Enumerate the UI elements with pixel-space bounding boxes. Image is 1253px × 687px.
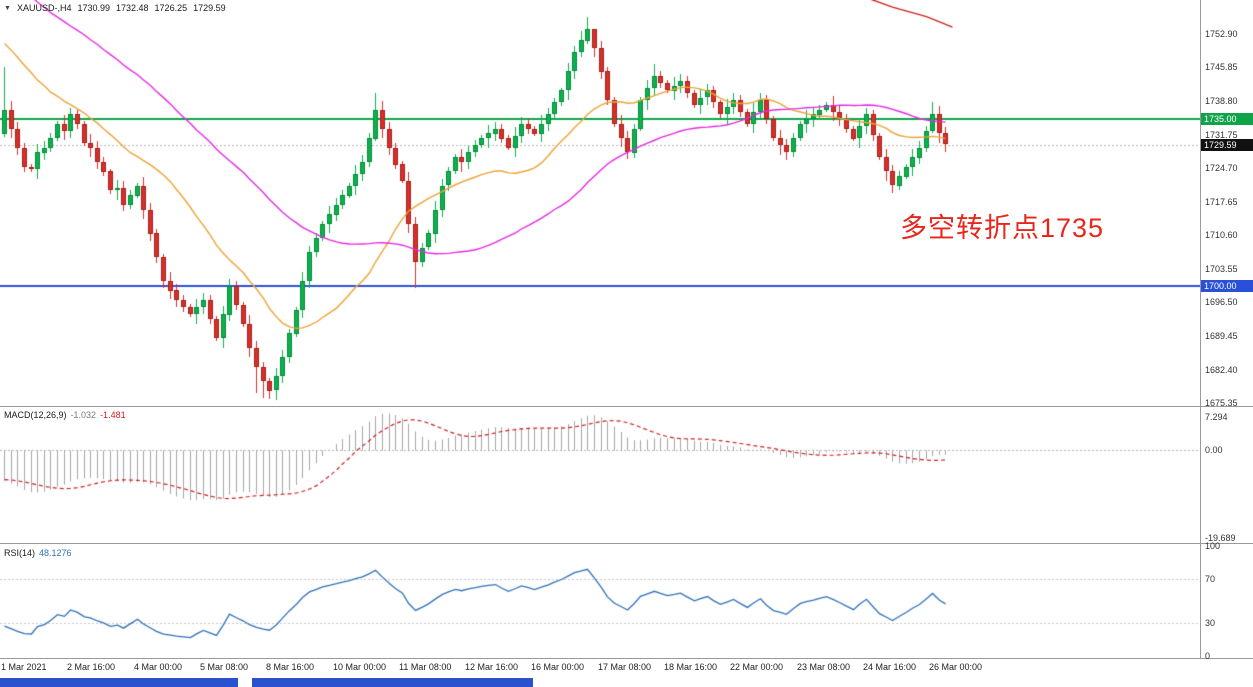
time-axis-label: 22 Mar 00:00 [730,662,784,672]
time-axis-label: 5 Mar 08:00 [200,662,249,672]
main-price-chart-canvas[interactable] [0,0,1200,406]
macd-axis-tick: 0.00 [1205,445,1223,455]
price-axis-tick: 1724.70 [1205,163,1238,173]
price-axis-tick: 1738.80 [1205,96,1238,106]
macd-signal-value: -1.481 [100,410,126,420]
scrollbar-segment[interactable] [0,678,238,687]
time-axis-label: 18 Mar 16:00 [664,662,718,672]
price-axis-tick: 1703.55 [1205,264,1238,274]
chart-dropdown-icon[interactable]: ▼ [4,4,11,12]
panel-separator[interactable] [0,543,1253,544]
rsi-label: RSI(14) 48.1276 [4,548,72,558]
time-axis-label: 8 Mar 16:00 [266,662,315,672]
macd-axis-tick: -19.689 [1205,533,1236,543]
macd-label: MACD(12,26,9) -1.032 -1.481 [4,410,126,420]
price-axis-tick: 1717.65 [1205,197,1238,207]
time-axis-label: 16 Mar 00:00 [531,662,585,672]
rsi-axis-tick: 30 [1205,618,1216,628]
price-axis-tick: 1696.50 [1205,297,1238,307]
ohlc-high: 1732.48 [116,3,149,13]
chart-header: ▼ XAUUSD-,H4 1730.99 1732.48 1726.25 172… [4,3,226,13]
ohlc-open: 1730.99 [77,3,110,13]
ohlc-low: 1726.25 [154,3,188,13]
price-line-tag[interactable]: 1700.00 [1201,280,1253,292]
price-axis-tick: 1682.40 [1205,365,1238,375]
price-axis-tick: 1731.75 [1205,130,1238,140]
time-axis-label: 12 Mar 16:00 [465,662,519,672]
chart-annotation[interactable]: 多空转折点1735 [900,213,1105,243]
time-axis-label: 4 Mar 00:00 [134,662,183,672]
panel-separator [0,658,1253,659]
rsi-axis-tick: 100 [1205,541,1221,551]
rsi-value: 48.1276 [39,548,72,558]
time-axis-label: 17 Mar 08:00 [598,662,652,672]
price-axis-border [1200,0,1201,658]
time-axis-label: 23 Mar 08:00 [797,662,851,672]
price-axis-tick: 1675.35 [1205,398,1238,408]
time-axis-label: 10 Mar 00:00 [333,662,387,672]
macd-indicator-canvas[interactable] [0,407,1200,543]
time-axis-label: 24 Mar 16:00 [863,662,917,672]
ohlc-close: 1729.59 [193,3,226,13]
time-axis-label: 2 Mar 16:00 [67,662,116,672]
macd-name: MACD(12,26,9) [4,410,67,420]
rsi-name: RSI(14) [4,548,36,558]
price-axis-tick: 1752.90 [1205,29,1238,39]
price-axis-tick: 1710.60 [1205,230,1238,240]
macd-axis-tick: 7.294 [1205,412,1228,422]
price-axis-tick: 1689.45 [1205,331,1238,341]
price-line-tag[interactable]: 1735.00 [1201,113,1253,125]
time-axis-label: 11 Mar 08:00 [399,662,452,672]
rsi-axis-tick: 70 [1205,574,1216,584]
rsi-indicator-canvas[interactable] [0,544,1200,658]
rsi-axis-tick: 0 [1205,651,1211,661]
symbol-timeframe: XAUUSD-,H4 [16,3,72,13]
current-price-tag: 1729.59 [1201,139,1253,151]
panel-separator[interactable] [0,406,1253,407]
scrollbar-segment[interactable] [252,678,533,687]
macd-main-value: -1.032 [70,410,97,420]
time-axis-label: 1 Mar 2021 [1,662,47,672]
time-axis-label: 26 Mar 00:00 [929,662,983,672]
price-axis-tick: 1745.85 [1205,62,1238,72]
